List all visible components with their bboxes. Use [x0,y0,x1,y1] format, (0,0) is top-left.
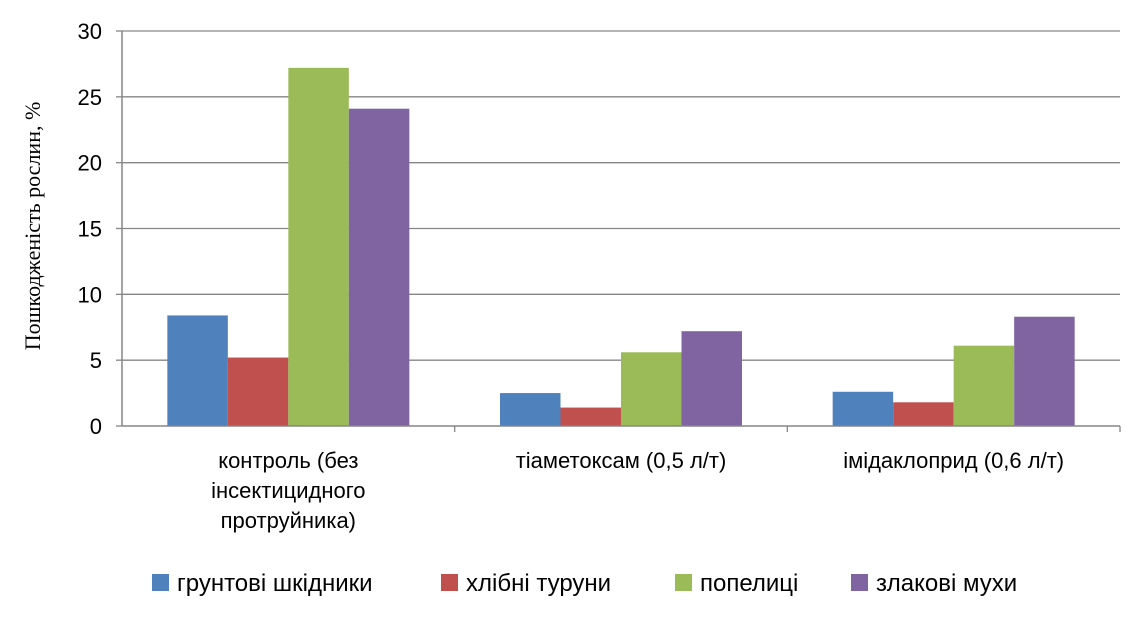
bar-3-4 [1014,316,1075,426]
category-label-line: імідаклоприд (0,6 л/т) [843,448,1064,473]
legend-label-1: грунтові шкідники [177,570,373,597]
bars [167,67,1075,426]
gridlines [122,30,1120,361]
y-tick-label: 5 [90,348,102,373]
bar-2-3 [621,352,682,426]
bar-1-3 [288,67,349,426]
category-label-line: інсектицидного [211,478,365,503]
y-tick-labels: 0 5 10 15 20 25 30 [78,19,102,439]
category-label: тіаметоксам (0,5 л/т) [516,448,727,473]
bar-3-3 [953,345,1015,426]
category-labels: контроль (без інсектицидного протруйника) т… [211,448,1064,533]
bar-2-1 [500,393,561,426]
legend-label-3: попелиці [700,570,798,597]
y-tick-label: 15 [78,217,102,242]
y-tick-label: 10 [78,282,102,307]
legend-label-4: злакові мухи [876,570,1017,597]
category-label: імідаклоприд (0,6 л/т) [843,448,1064,473]
y-tick-label: 25 [78,85,102,110]
bar-1-2 [227,357,289,426]
legend-swatch-2 [441,574,458,591]
y-axis-label: Пошкодженість рослин, % [20,102,45,351]
bar-2-2 [560,407,621,426]
y-tick-label: 0 [90,414,102,439]
axes [116,30,1121,432]
bar-3-2 [893,402,954,426]
y-tick-label: 30 [78,19,102,44]
legend-swatch-4 [851,574,868,591]
category-label: контроль (без інсектицидного протруйника) [211,448,365,533]
legend: грунтові шкідники хлібні туруни попелиці зл… [152,570,1017,597]
bar-3-1 [832,391,894,426]
category-label-line: тіаметоксам (0,5 л/т) [516,448,727,473]
bar-2-4 [681,331,742,426]
legend-swatch-3 [675,574,692,591]
legend-label-2: хлібні туруни [466,570,611,597]
bar-1-1 [167,315,228,426]
category-label-line: протруйника) [221,508,356,533]
legend-swatch-1 [152,574,169,591]
category-label-line: контроль (без [218,448,358,473]
bar-1-4 [348,108,410,426]
y-tick-label: 20 [78,151,102,176]
